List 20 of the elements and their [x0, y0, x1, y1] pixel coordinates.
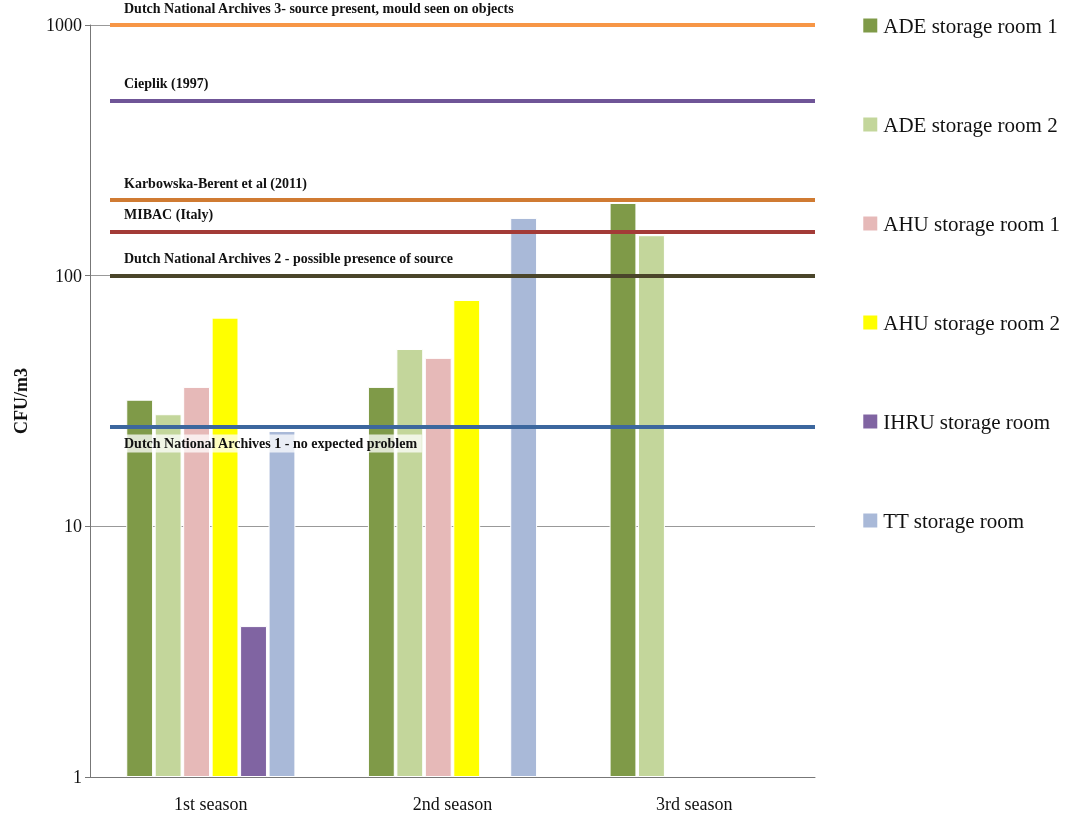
legend-label: AHU storage room 2 — [883, 310, 1060, 335]
legend-label: IHRU storage room — [883, 409, 1051, 434]
legend-label: TT storage room — [883, 508, 1025, 533]
y-axis-title: CFU/m3 — [11, 368, 31, 434]
ref-line-label: Cieplik (1997) — [124, 75, 209, 92]
ref-line-label: Dutch National Archives 3- source present, mould seen on objects — [124, 0, 515, 16]
legend-label: ADE storage room 2 — [883, 112, 1058, 137]
y-tick-label: 10 — [64, 516, 82, 537]
ref-line-label: MIBAC (Italy) — [124, 207, 214, 224]
legend-label: ADE storage room 1 — [883, 13, 1058, 38]
ref-line-label: Dutch National Archives 1 - no expected problem — [124, 436, 418, 452]
ref-line-label: Karbowska-Berent et al (2011) — [124, 175, 308, 192]
y-tick-label: 100 — [55, 265, 82, 286]
y-tick-label: 1 — [73, 767, 82, 787]
y-tick-label: 1000 — [46, 15, 82, 35]
x-tick-label: 1st season — [174, 794, 248, 814]
ref-line-label: Dutch National Archives 2 - possible presence of source — [124, 251, 453, 267]
x-tick-label: 3rd season — [655, 794, 733, 814]
x-tick-label: 2nd season — [412, 794, 493, 814]
legend-label: AHU storage room 1 — [883, 211, 1060, 236]
